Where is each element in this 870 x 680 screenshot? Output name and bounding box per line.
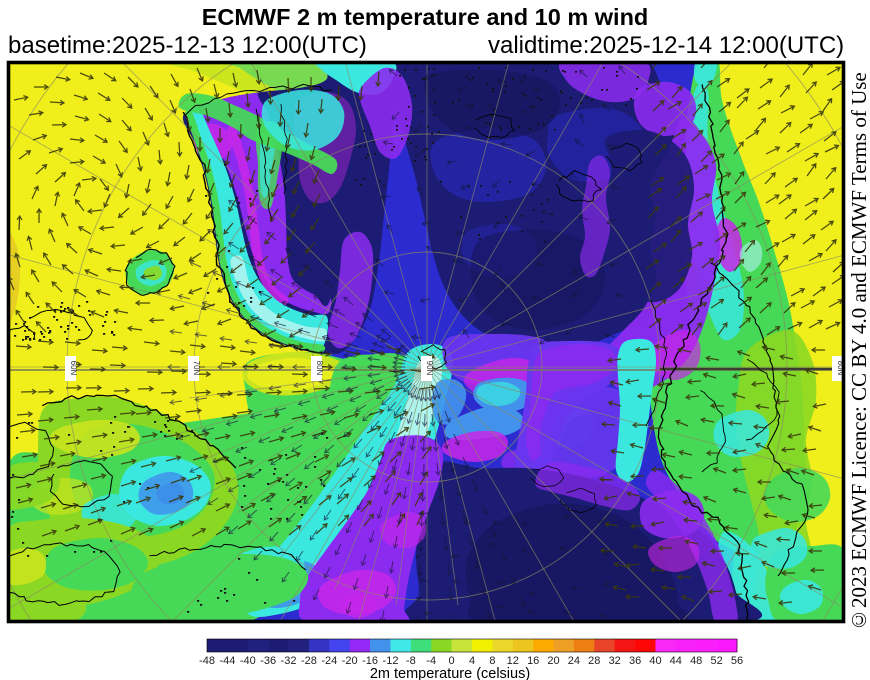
svg-text:-8: -8 <box>406 655 416 667</box>
svg-text:28: 28 <box>588 655 600 667</box>
svg-text:16: 16 <box>527 655 539 667</box>
svg-text:-12: -12 <box>383 655 399 667</box>
svg-text:80N: 80N <box>315 361 324 376</box>
svg-text:-36: -36 <box>260 655 276 667</box>
svg-text:56: 56 <box>731 655 743 667</box>
svg-text:90N: 90N <box>425 361 434 376</box>
svg-text:0: 0 <box>449 655 455 667</box>
svg-text:20: 20 <box>547 655 559 667</box>
svg-text:44: 44 <box>670 655 682 667</box>
svg-text:12: 12 <box>507 655 519 667</box>
svg-text:-20: -20 <box>342 655 358 667</box>
svg-text:-4: -4 <box>426 655 436 667</box>
svg-text:8: 8 <box>489 655 495 667</box>
svg-text:70N: 70N <box>192 361 201 376</box>
svg-text:-44: -44 <box>219 655 235 667</box>
svg-text:2m temperature (celsius): 2m temperature (celsius) <box>370 666 530 680</box>
svg-text:-24: -24 <box>321 655 337 667</box>
svg-text:4: 4 <box>469 655 475 667</box>
svg-text:-16: -16 <box>362 655 378 667</box>
svg-text:24: 24 <box>568 655 580 667</box>
svg-text:-40: -40 <box>240 655 256 667</box>
svg-text:-48: -48 <box>199 655 215 667</box>
svg-text:52: 52 <box>710 655 722 667</box>
svg-text:-28: -28 <box>301 655 317 667</box>
svg-text:-32: -32 <box>281 655 297 667</box>
svg-text:40: 40 <box>649 655 661 667</box>
svg-text:80N: 80N <box>836 361 845 376</box>
svg-text:60N: 60N <box>69 361 78 376</box>
svg-text:32: 32 <box>609 655 621 667</box>
svg-text:36: 36 <box>629 655 641 667</box>
svg-text:48: 48 <box>690 655 702 667</box>
